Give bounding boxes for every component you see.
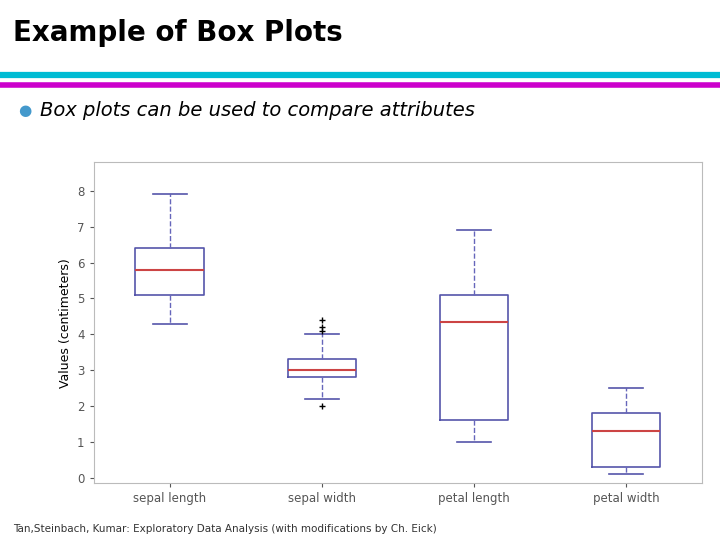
Y-axis label: Values (centimeters): Values (centimeters) <box>58 258 71 388</box>
Text: Example of Box Plots: Example of Box Plots <box>13 19 343 47</box>
Text: Tan,Steinbach, Kumar: Exploratory Data Analysis (with modifications by Ch. Eick): Tan,Steinbach, Kumar: Exploratory Data A… <box>13 523 437 534</box>
Text: ●: ● <box>18 103 31 118</box>
Text: Box plots can be used to compare attributes: Box plots can be used to compare attribu… <box>40 101 474 120</box>
